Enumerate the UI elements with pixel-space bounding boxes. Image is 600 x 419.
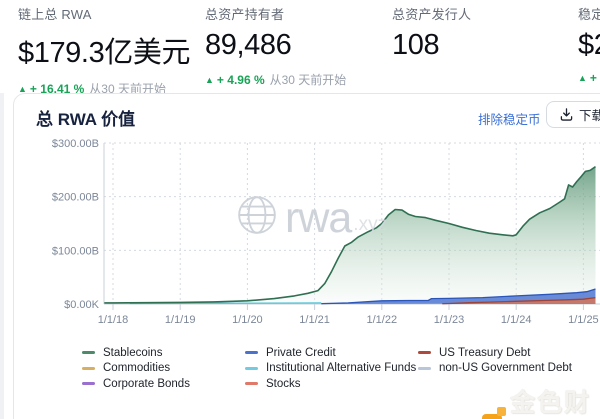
stat-label: 总资产持有者 — [205, 7, 285, 22]
legend-item[interactable]: US Treasury Debt — [418, 345, 572, 361]
stat-value: 108 — [392, 29, 440, 61]
page-left-edge — [0, 0, 4, 419]
legend-item[interactable]: Stablecoins — [82, 345, 190, 361]
x-axis-label: 1/1/21 — [299, 314, 330, 326]
legend-swatch-icon — [418, 351, 431, 355]
stat-asset-issuers: 总资产发行人 108 — [392, 4, 582, 62]
x-axis-label: 1/1/18 — [98, 314, 129, 326]
legend-item[interactable]: Stocks — [245, 376, 416, 392]
download-label: 下载 — [579, 109, 600, 123]
stat-label: 总资产发行人 — [392, 7, 472, 22]
stat-value: $179.3亿美元 — [18, 37, 191, 69]
stat-delta: ▲ + 4.96 % 从30 天前开始 — [205, 73, 347, 87]
legend-swatch-icon — [245, 366, 258, 370]
legend-swatch-icon — [245, 382, 258, 386]
legend-column: Private Credit Institutional Alternative … — [245, 345, 416, 392]
exclude-stablecoins-link[interactable]: 排除稳定币 — [478, 113, 541, 127]
y-axis-label: $200.00B — [52, 192, 99, 204]
legend-swatch-icon — [245, 351, 258, 355]
legend-label: Private Credit — [266, 346, 336, 359]
stat-label: 稳定 — [578, 7, 600, 22]
y-axis-label: $100.00B — [52, 245, 99, 257]
y-axis-label: $0.00K — [64, 299, 100, 311]
download-icon — [560, 108, 573, 121]
legend-item[interactable]: Private Credit — [245, 345, 416, 361]
download-button[interactable]: 下载 — [546, 101, 600, 128]
card-title: 总 RWA 价值 — [36, 110, 136, 129]
x-axis-label: 1/1/20 — [232, 314, 263, 326]
legend-item[interactable]: Institutional Alternative Funds — [245, 361, 416, 377]
up-triangle-icon: ▲ — [18, 84, 27, 94]
stat-total-rwa: 链上总 RWA $179.3亿美元 ▲ + 16.41 % 从30 天前开始 — [18, 4, 208, 97]
legend-swatch-icon — [418, 366, 431, 370]
x-axis-label: 1/1/25 — [568, 314, 599, 326]
stat-value: 89,486 — [205, 29, 292, 61]
y-axis-label: $300.00B — [52, 138, 99, 150]
legend-item[interactable]: Commodities — [82, 361, 190, 377]
stat-delta: ▲ + 16.41 % 从30 天前开始 — [18, 82, 166, 96]
legend-label: non-US Government Debt — [439, 362, 572, 375]
legend-label: Stablecoins — [103, 346, 163, 359]
stat-label: 链上总 RWA — [18, 7, 92, 22]
up-triangle-icon: ▲ — [205, 75, 214, 85]
x-axis-label: 1/1/19 — [165, 314, 196, 326]
stat-delta: ▲ + — [578, 71, 597, 85]
legend-label: Institutional Alternative Funds — [266, 362, 417, 375]
legend-item[interactable]: Corporate Bonds — [82, 376, 190, 392]
legend-label: Stocks — [266, 377, 301, 390]
legend-swatch-icon — [82, 351, 95, 355]
legend-label: Corporate Bonds — [103, 377, 190, 390]
legend-column: Stablecoins Commodities Corporate Bonds — [82, 345, 190, 392]
legend-swatch-icon — [82, 382, 95, 386]
stat-asset-holders: 总资产持有者 89,486 ▲ + 4.96 % 从30 天前开始 — [205, 4, 395, 88]
x-axis-label: 1/1/23 — [434, 314, 465, 326]
total-rwa-area-chart[interactable]: $300.00B $200.00B $100.00B $0.00K 1/1/18 1/1/… — [0, 130, 600, 345]
x-axis-label: 1/1/24 — [501, 314, 532, 326]
legend-label: Commodities — [103, 362, 171, 375]
x-axis-label: 1/1/22 — [367, 314, 398, 326]
legend-label: US Treasury Debt — [439, 346, 531, 359]
stat-value: $2 — [578, 29, 600, 61]
up-triangle-icon: ▲ — [578, 73, 587, 83]
legend-column: US Treasury Debt non-US Government Debt — [418, 345, 572, 376]
legend-swatch-icon — [82, 366, 95, 370]
stats-row: 链上总 RWA $179.3亿美元 ▲ + 16.41 % 从30 天前开始 总资产… — [0, 0, 600, 96]
stat-stablecoins: 稳定 $2 ▲+ — [578, 4, 600, 85]
legend-item[interactable]: non-US Government Debt — [418, 361, 572, 377]
